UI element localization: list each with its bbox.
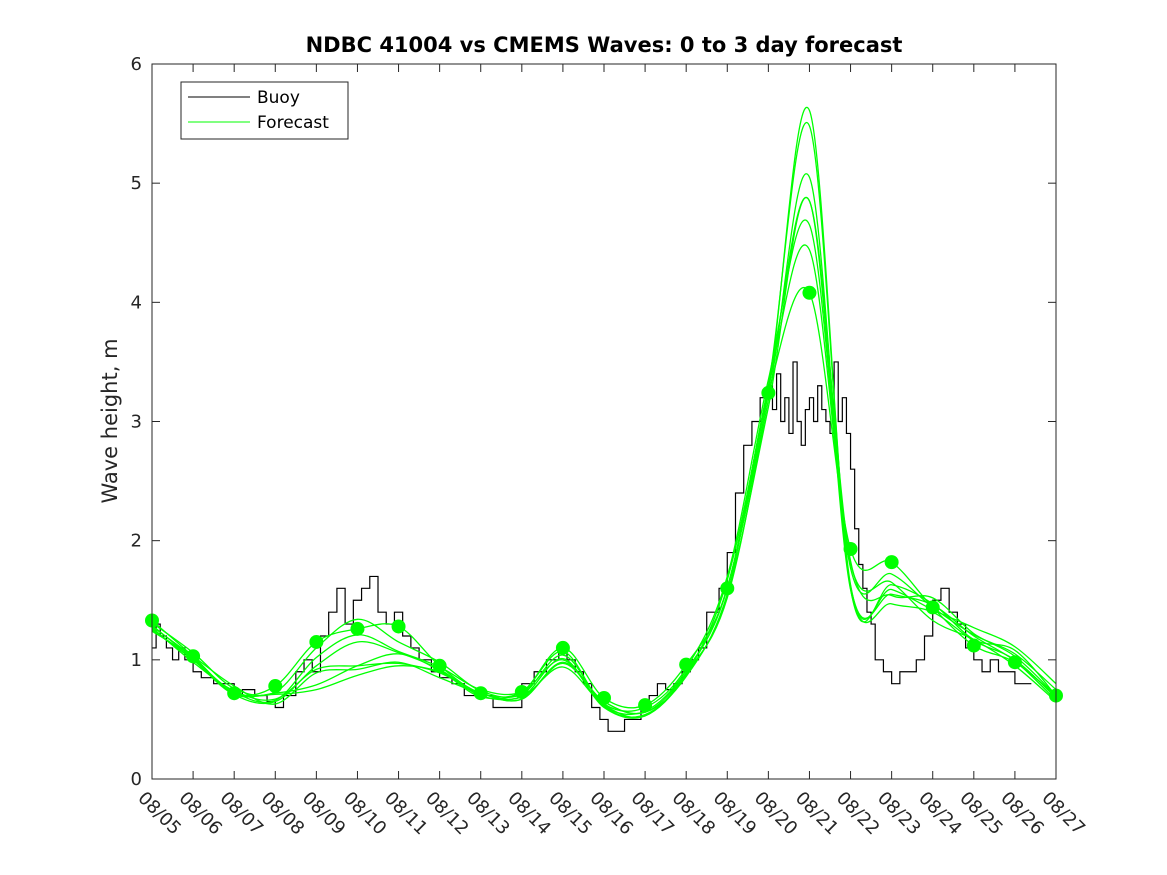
legend: Buoy Forecast: [180, 81, 349, 140]
forecast-marker: [350, 621, 365, 636]
forecast-marker: [761, 385, 776, 400]
forecast-marker: [597, 690, 611, 705]
forecast-marker: [268, 679, 283, 694]
forecast-marker: [555, 640, 570, 655]
plot-area: [152, 64, 1056, 779]
forecast-marker: [966, 638, 981, 653]
y-tick-label: 1: [131, 650, 142, 671]
forecast-marker: [432, 658, 447, 673]
forecast-marker: [843, 542, 858, 557]
forecast-marker: [638, 698, 653, 713]
forecast-marker: [1007, 655, 1022, 670]
y-tick-label: 4: [131, 292, 142, 313]
y-tick-label: 0: [131, 769, 142, 790]
forecast-marker: [309, 634, 324, 649]
y-tick-label: 5: [131, 173, 142, 194]
y-tick-label: 6: [131, 54, 142, 75]
forecast-marker: [802, 285, 817, 300]
y-tick-label: 3: [131, 412, 142, 433]
forecast-marker: [186, 649, 201, 664]
forecast-run-line: [151, 244, 1057, 719]
forecast-marker: [227, 686, 242, 701]
forecast-marker: [391, 619, 406, 634]
forecast-marker: [473, 686, 488, 701]
legend-entry-forecast: Forecast: [257, 113, 329, 133]
forecast-marker: [514, 685, 529, 700]
forecast-run-line: [151, 173, 1057, 715]
y-tick-label: 2: [131, 531, 142, 552]
y-axis-label: Wave height, m: [98, 338, 122, 503]
chart-title: NDBC 41004 vs CMEMS Waves: 0 to 3 day fo…: [306, 33, 903, 57]
legend-entry-buoy: Buoy: [257, 88, 300, 108]
forecast-marker: [679, 657, 694, 672]
forecast-marker: [925, 600, 940, 615]
axes-box: [151, 63, 1057, 780]
forecast-marker: [884, 555, 899, 570]
forecast-marker: [720, 581, 735, 596]
legend-box: [180, 81, 349, 140]
